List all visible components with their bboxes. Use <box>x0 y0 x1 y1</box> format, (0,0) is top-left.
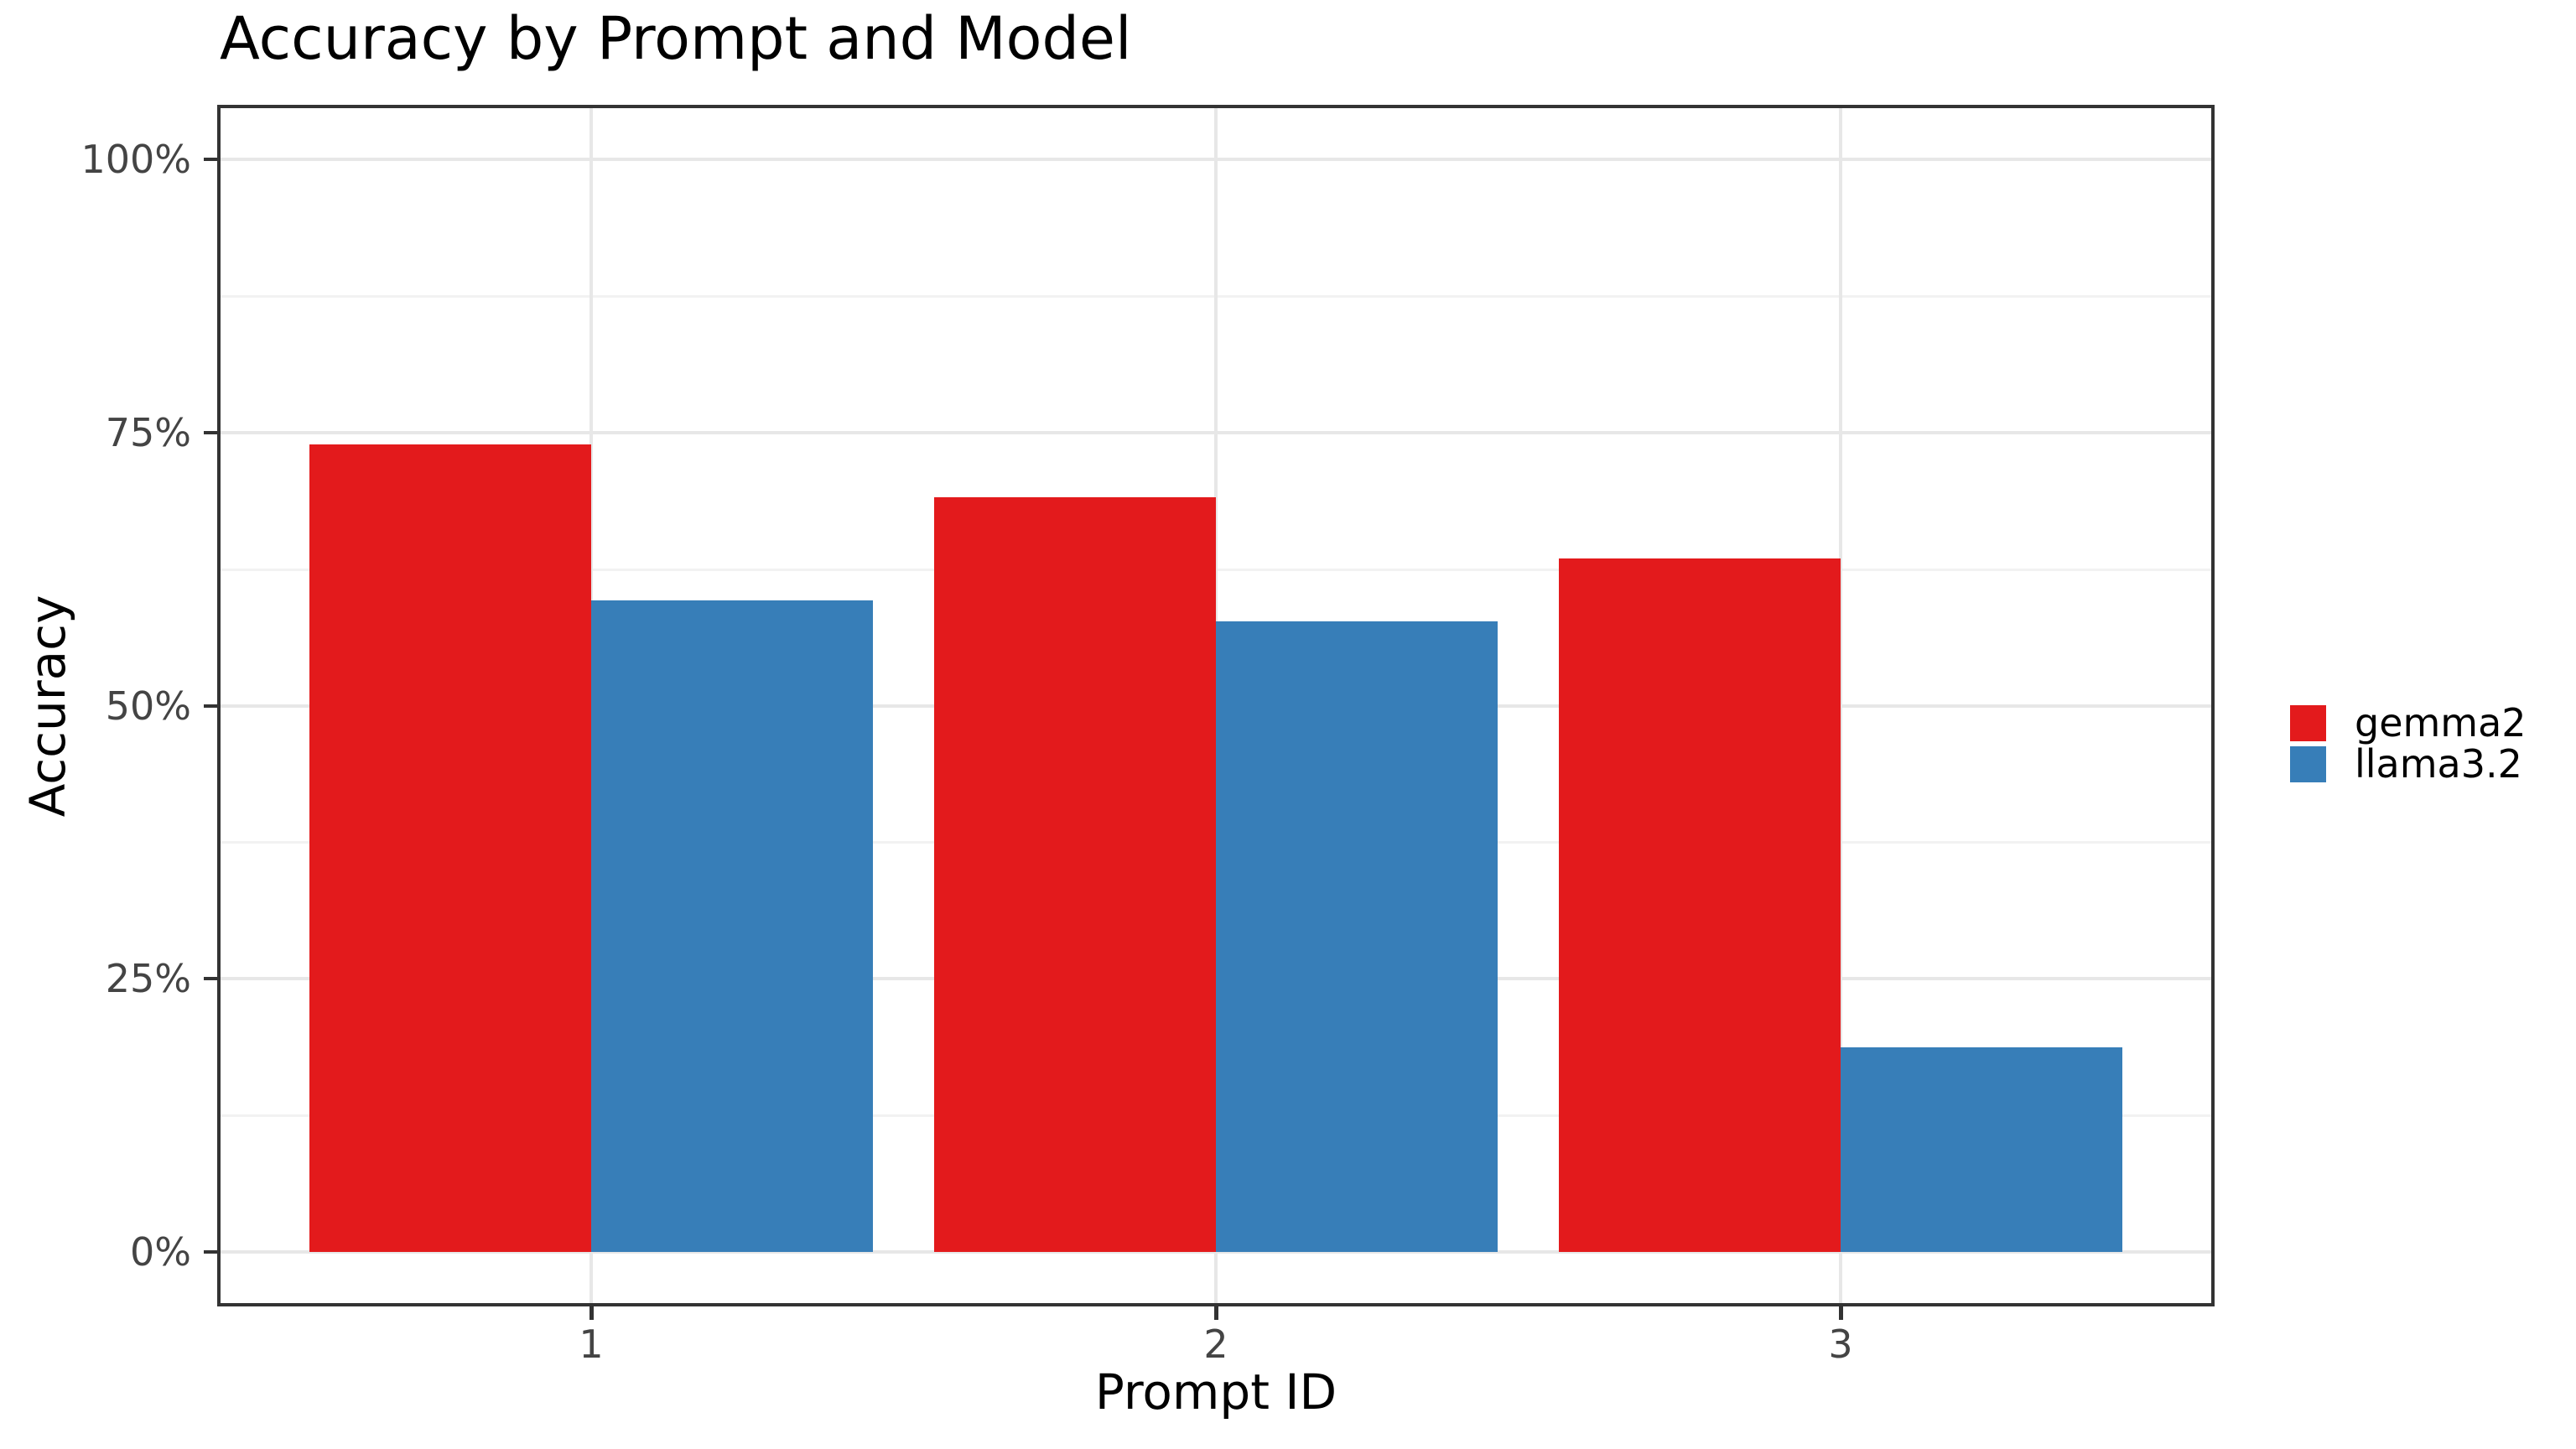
y-tick-mark <box>204 1250 217 1254</box>
x-tick-label: 1 <box>579 1322 604 1367</box>
legend-label: llama3.2 <box>2355 741 2522 787</box>
x-tick-mark <box>589 1306 594 1320</box>
y-tick-mark <box>204 158 217 161</box>
y-tick-label: 25% <box>105 956 191 1001</box>
y-tick-label: 100% <box>80 137 191 182</box>
bar-gemma2-prompt3 <box>1559 558 1841 1252</box>
y-tick-mark <box>204 977 217 980</box>
x-axis-title: Prompt ID <box>1094 1363 1337 1420</box>
bar-llama3.2-prompt3 <box>1841 1047 2122 1252</box>
plot-panel <box>217 105 2215 1306</box>
y-tick-label: 75% <box>105 410 191 455</box>
y-tick-mark <box>204 704 217 708</box>
bar-gemma2-prompt2 <box>934 497 1216 1252</box>
x-tick-mark <box>1214 1306 1218 1320</box>
y-tick-label: 50% <box>105 683 191 729</box>
y-tick-label: 0% <box>130 1229 191 1275</box>
x-tick-label: 3 <box>1828 1322 1853 1367</box>
legend-swatch-gemma2 <box>2290 704 2326 741</box>
bar-llama3.2-prompt2 <box>1216 621 1498 1252</box>
bar-gemma2-prompt1 <box>309 444 591 1252</box>
legend-label: gemma2 <box>2355 700 2527 745</box>
x-gridline-major-3 <box>1839 105 1842 1306</box>
legend-swatch-llama3.2 <box>2290 745 2326 782</box>
chart-title: Accuracy by Prompt and Model <box>220 4 1132 73</box>
bar-llama3.2-prompt1 <box>591 600 873 1252</box>
legend: gemma2 llama3.2 <box>2290 704 2527 783</box>
legend-item: llama3.2 <box>2290 745 2527 783</box>
y-tick-mark <box>204 431 217 434</box>
legend-item: gemma2 <box>2290 704 2527 742</box>
x-tick-label: 2 <box>1203 1322 1228 1367</box>
x-tick-mark <box>1839 1306 1843 1320</box>
